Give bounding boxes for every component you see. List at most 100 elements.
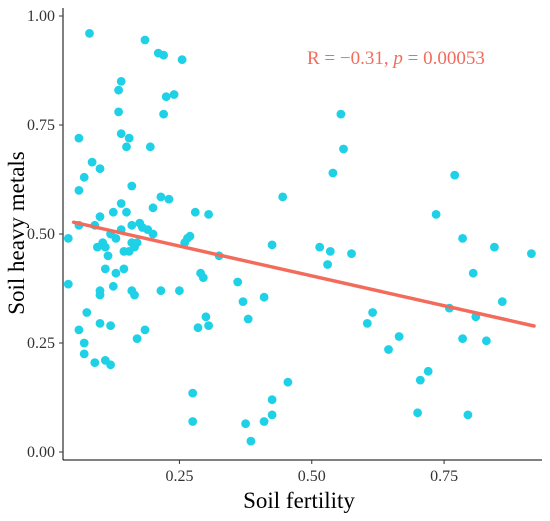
data-point	[90, 358, 100, 367]
data-point	[431, 210, 441, 219]
data-point	[328, 168, 338, 178]
data-points	[63, 29, 536, 446]
data-point	[161, 92, 171, 102]
data-point	[130, 290, 139, 300]
data-point	[394, 332, 404, 341]
data-point	[164, 194, 174, 204]
data-point	[336, 109, 346, 119]
data-point	[267, 395, 277, 405]
data-point	[267, 240, 277, 250]
data-point	[463, 410, 473, 420]
data-point	[246, 436, 256, 446]
data-point	[283, 377, 293, 387]
data-point	[95, 164, 105, 174]
y-tick-label: 0.25	[27, 335, 55, 352]
data-point	[177, 55, 187, 64]
data-point	[132, 334, 142, 343]
data-point	[79, 338, 89, 348]
data-point	[74, 325, 84, 335]
data-point	[347, 249, 356, 258]
data-point	[267, 410, 277, 420]
data-point	[527, 249, 536, 258]
data-point	[368, 308, 377, 317]
data-point	[190, 207, 200, 217]
data-point	[415, 375, 425, 385]
data-point	[204, 321, 214, 330]
data-point	[315, 242, 325, 252]
regression-line	[71, 220, 536, 328]
data-point	[193, 323, 203, 333]
data-point	[114, 107, 123, 117]
data-point	[63, 234, 73, 243]
x-axis-title: Soil fertility	[243, 488, 355, 513]
data-point	[384, 345, 393, 354]
annotation-r-value: −0.31	[340, 48, 384, 69]
data-point	[114, 85, 123, 95]
data-point	[159, 109, 169, 119]
data-point	[124, 133, 134, 143]
data-point	[63, 279, 73, 289]
data-point	[74, 186, 84, 195]
data-point	[108, 281, 118, 291]
data-point	[122, 207, 131, 217]
data-point	[95, 319, 105, 328]
data-point	[169, 90, 179, 99]
data-point	[95, 212, 105, 222]
data-point	[111, 268, 121, 278]
data-point	[79, 172, 89, 182]
data-point	[238, 297, 248, 306]
y-tick-label: 1.00	[27, 8, 55, 25]
data-point	[204, 210, 214, 219]
data-point	[339, 144, 348, 154]
annotation-p-eq: =	[403, 48, 423, 69]
annotation-prefix: R =	[307, 48, 340, 69]
data-point	[95, 290, 105, 300]
x-tick-label: 0.25	[165, 468, 193, 485]
y-tick-label: 0.75	[27, 117, 55, 134]
data-point	[362, 319, 372, 328]
data-point	[100, 264, 110, 274]
y-tick-label: 0.50	[27, 226, 55, 243]
data-point	[122, 142, 131, 152]
data-point	[100, 242, 110, 252]
data-point	[82, 308, 92, 317]
data-point	[188, 417, 198, 426]
data-point	[74, 133, 84, 143]
y-tick-label: 0.00	[27, 444, 55, 461]
data-point	[185, 231, 195, 241]
data-point	[323, 260, 332, 269]
data-point	[79, 349, 89, 359]
data-point	[458, 334, 467, 343]
data-point	[156, 192, 166, 202]
annotation-p-symbol: p	[391, 48, 403, 69]
x-ticks: 0.25 0.50 0.75	[165, 460, 458, 485]
data-point	[233, 277, 243, 287]
data-point	[116, 77, 126, 86]
y-ticks: 0.00 0.25 0.50 0.75 1.00	[27, 8, 63, 461]
data-point	[148, 203, 158, 213]
data-point	[159, 50, 169, 60]
data-point	[145, 142, 155, 152]
data-point	[450, 170, 460, 180]
data-point	[140, 325, 150, 335]
data-point	[278, 192, 288, 202]
data-point	[127, 220, 137, 230]
data-point	[148, 229, 158, 239]
data-point	[140, 35, 150, 45]
x-tick-label: 0.50	[298, 468, 326, 485]
data-point	[106, 360, 115, 370]
data-point	[108, 207, 118, 217]
data-point	[116, 199, 126, 208]
data-point	[423, 366, 433, 376]
data-point	[188, 388, 198, 398]
x-tick-label: 0.75	[430, 468, 458, 485]
data-point	[111, 234, 121, 243]
data-point	[175, 286, 184, 296]
data-point	[87, 157, 97, 167]
data-point	[468, 268, 478, 278]
data-point	[119, 264, 129, 274]
y-axis-title: Soil heavy metals	[4, 151, 29, 315]
data-point	[103, 251, 113, 261]
data-point	[116, 129, 126, 139]
data-point	[497, 297, 507, 306]
